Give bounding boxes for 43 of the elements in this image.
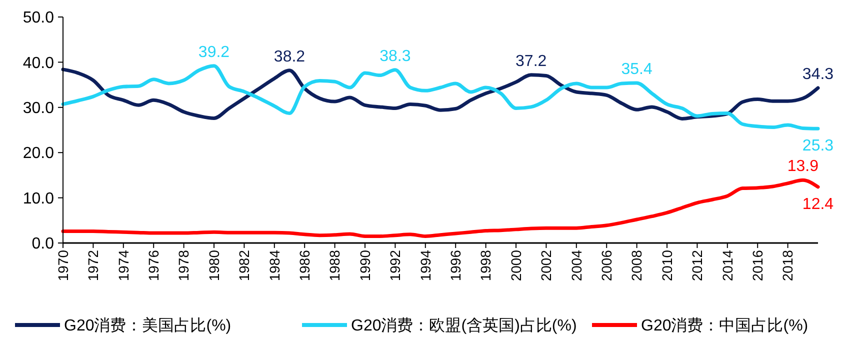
x-tick-label: 2006 <box>598 250 614 282</box>
y-tick-label: 0.0 <box>32 236 54 253</box>
legend-label: G20消费：中国占比(%) <box>641 316 808 335</box>
x-tick-label: 1990 <box>356 250 373 282</box>
x-tick-label: 1984 <box>266 250 282 282</box>
y-tick-label: 40.0 <box>22 54 54 72</box>
x-tick-label: 1992 <box>387 250 404 282</box>
x-tick-label: 1986 <box>296 250 312 282</box>
x-tick-label: 2014 <box>719 250 736 282</box>
x-tick-label: 2018 <box>780 250 796 282</box>
annotation: 38.2 <box>274 48 306 66</box>
x-tick-label: 1998 <box>478 250 494 282</box>
x-tick-label: 1978 <box>176 250 192 282</box>
x-tick-label: 1994 <box>417 250 434 282</box>
x-tick-label: 1980 <box>206 250 222 282</box>
x-tick-label: 2016 <box>750 250 766 282</box>
x-tick-label: 1996 <box>448 250 464 282</box>
legend-label: G20消费：欧盟(含英国)占比(%) <box>351 316 577 335</box>
annotation: 13.9 <box>787 158 819 176</box>
x-tick-label: 2012 <box>689 250 706 282</box>
annotation: 34.3 <box>802 66 834 83</box>
annotation: 39.2 <box>198 44 230 61</box>
x-tick-label: 1988 <box>326 250 343 282</box>
annotation: 37.2 <box>516 52 547 70</box>
x-tick-label: 1974 <box>115 250 132 282</box>
annotation: 38.3 <box>380 48 411 65</box>
x-tick-label: 1976 <box>146 250 162 282</box>
y-tick-label: 30.0 <box>22 100 54 117</box>
x-tick-label: 2010 <box>658 250 675 282</box>
x-tick-label: 2004 <box>568 250 584 282</box>
annotation: 35.4 <box>621 60 652 78</box>
x-tick-label: 2008 <box>628 250 645 282</box>
y-tick-label: 10.0 <box>22 190 54 208</box>
x-tick-label: 2000 <box>508 250 524 282</box>
x-tick-label: 1970 <box>54 250 71 282</box>
annotation: 12.4 <box>802 196 834 213</box>
legend-label: G20消费：美国占比(%) <box>64 316 232 335</box>
x-tick-label: 1982 <box>236 250 252 282</box>
x-tick-label: 2002 <box>538 250 554 282</box>
x-tick-label: 1972 <box>85 250 102 282</box>
y-tick-label: 50.0 <box>22 10 54 27</box>
y-tick-label: 20.0 <box>22 145 54 162</box>
annotation: 25.3 <box>802 138 834 155</box>
